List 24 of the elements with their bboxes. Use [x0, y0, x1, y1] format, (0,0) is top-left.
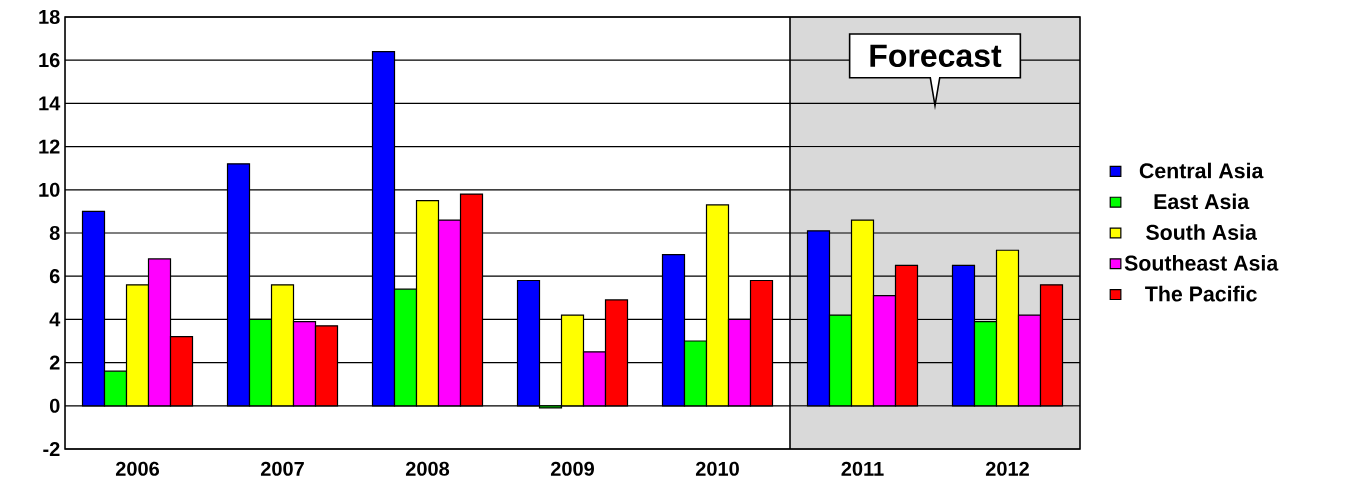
y-tick-label: 10	[39, 182, 60, 197]
legend-label: Southeast Asia	[1124, 255, 1279, 271]
x-tick-label: 2006	[115, 461, 160, 476]
y-tick-label: 6	[49, 269, 60, 284]
y-tick-label: 8	[49, 225, 60, 241]
x-tick-label: 2011	[841, 461, 884, 476]
legend-label: The Pacific	[1145, 285, 1257, 302]
x-tick-label: 2007	[260, 461, 304, 476]
y-tick-label: 12	[39, 139, 60, 154]
y-tick-label: 4	[49, 312, 61, 327]
y-tick-label: 0	[49, 398, 60, 413]
legend-label: East Asia	[1154, 193, 1250, 210]
legend-label: South Asia	[1146, 224, 1258, 240]
y-tick-label: 2	[49, 355, 60, 370]
y-tick-label: 14	[39, 96, 61, 111]
y-tick-label: 18	[39, 9, 60, 25]
band-label: Forecast	[870, 44, 1002, 68]
x-tick-label: 2010	[695, 461, 739, 476]
y-tick-label: -2	[43, 442, 60, 456]
y-tick-label: 16	[39, 53, 60, 68]
legend-label: Central Asia	[1139, 162, 1264, 179]
x-tick-label: 2012	[985, 461, 1029, 476]
x-tick-label: 2009	[550, 461, 594, 476]
x-tick-label: 2008	[405, 461, 450, 476]
